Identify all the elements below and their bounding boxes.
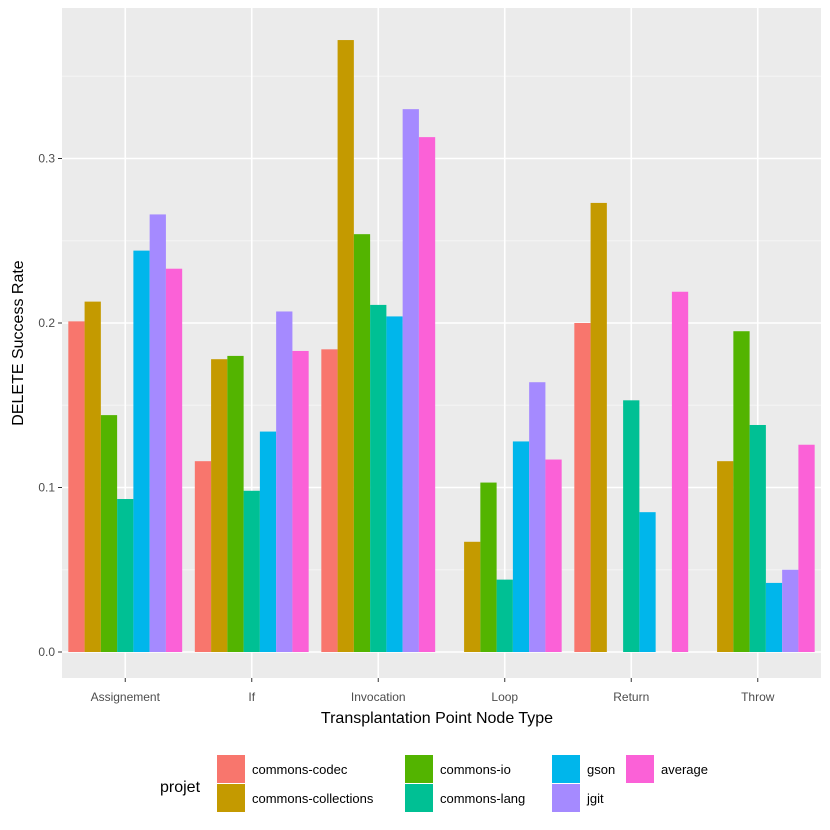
x-axis-ticks: Assignement If Invocation Loop Return Throw — [91, 678, 775, 704]
bar — [68, 321, 85, 652]
bar — [259, 431, 277, 652]
bar — [133, 250, 150, 652]
legend-label: gson — [587, 762, 615, 777]
bar — [574, 323, 591, 652]
legend-label: commons-codec — [252, 762, 348, 777]
bar — [464, 541, 481, 652]
bar — [418, 137, 436, 653]
legend-label: jgit — [586, 791, 604, 806]
bar — [765, 582, 783, 652]
x-tick-label: Assignement — [91, 690, 161, 704]
bar — [733, 331, 750, 652]
x-tick-label: Loop — [491, 690, 518, 704]
bar — [402, 109, 419, 652]
legend-label: commons-lang — [440, 791, 525, 806]
bar — [194, 461, 212, 652]
legend-label: commons-io — [440, 762, 511, 777]
bar — [639, 512, 656, 652]
bar — [165, 268, 183, 652]
legend-key — [217, 755, 245, 783]
bar — [749, 424, 766, 652]
bar — [545, 459, 562, 652]
legend-label: commons-collections — [252, 791, 374, 806]
y-tick-label: 0.3 — [38, 152, 55, 166]
legend-key — [405, 755, 433, 783]
bars-group — [68, 40, 815, 653]
legend-label: average — [661, 762, 708, 777]
legend-key — [626, 755, 654, 783]
bar — [227, 355, 244, 652]
legend-key — [552, 755, 580, 783]
legend-title: projet — [160, 779, 201, 796]
bar — [798, 444, 815, 652]
y-axis-ticks: 0.0 0.1 0.2 0.3 — [38, 152, 62, 659]
legend: projet commons-codeccommons-collectionsc… — [160, 755, 708, 812]
legend-key — [552, 784, 580, 812]
bar — [84, 301, 101, 652]
legend-key — [405, 784, 433, 812]
plot-panel — [62, 8, 821, 678]
legend-items: commons-codec commons-collections commons-… — [217, 755, 708, 812]
bar — [243, 490, 260, 652]
y-tick-label: 0.2 — [38, 316, 55, 330]
bar — [337, 40, 354, 653]
y-axis-title: DELETE Success Rate — [10, 260, 27, 426]
x-tick-label: Throw — [741, 690, 775, 704]
bar — [782, 569, 799, 652]
y-tick-label: 0.1 — [38, 481, 55, 495]
bar — [480, 482, 497, 652]
bar — [100, 415, 118, 652]
bar — [671, 291, 689, 652]
legend-key — [217, 784, 245, 812]
x-axis-title: Transplantation Point Node Type — [321, 710, 553, 727]
bar — [590, 202, 607, 653]
bar — [353, 234, 371, 653]
x-tick-label: If — [248, 690, 255, 704]
bar — [512, 441, 530, 652]
bar — [276, 311, 293, 652]
bar — [292, 350, 309, 652]
bar — [386, 316, 403, 652]
bar — [211, 359, 228, 652]
bar — [321, 349, 338, 652]
bar — [370, 304, 387, 652]
bar — [496, 579, 513, 652]
x-tick-label: Invocation — [351, 690, 406, 704]
bar — [623, 400, 640, 652]
bar — [117, 499, 134, 652]
x-tick-label: Return — [613, 690, 649, 704]
bar — [149, 214, 166, 652]
y-tick-label: 0.0 — [38, 645, 55, 659]
bar — [529, 382, 546, 652]
bar — [717, 461, 734, 652]
